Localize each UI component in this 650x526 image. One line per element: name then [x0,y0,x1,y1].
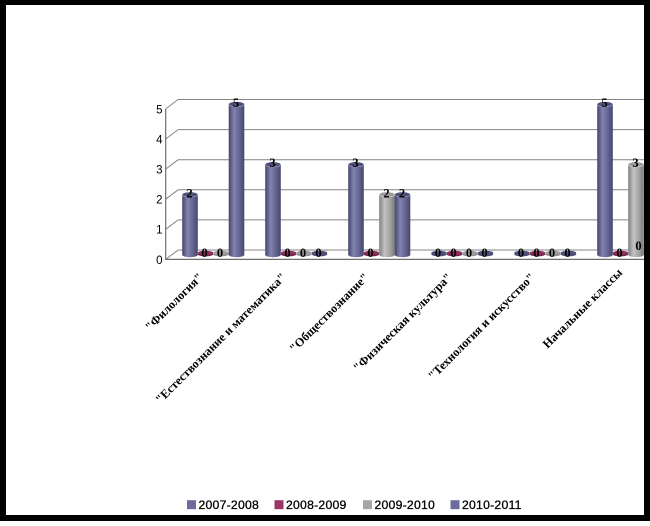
svg-text:0: 0 [564,246,570,260]
svg-text:2007-2008: 2007-2008 [199,498,260,512]
svg-text:0: 0 [217,246,223,260]
svg-text:5: 5 [156,104,162,116]
svg-text:0: 0 [315,246,321,260]
svg-text:2: 2 [186,186,192,200]
svg-text:0: 0 [466,246,472,260]
svg-text:3: 3 [156,165,162,177]
svg-text:0: 0 [549,246,555,260]
svg-text:4: 4 [156,134,163,146]
svg-text:2: 2 [156,195,162,207]
svg-text:0: 0 [450,246,456,260]
svg-text:0: 0 [156,255,162,267]
svg-text:0: 0 [201,246,207,260]
svg-text:3: 3 [352,156,358,170]
svg-text:3: 3 [269,156,275,170]
svg-text:0: 0 [284,246,290,260]
svg-text:2: 2 [399,186,405,200]
svg-text:5: 5 [601,96,607,110]
svg-text:0: 0 [367,246,373,260]
svg-text:0: 0 [435,246,441,260]
svg-text:0: 0 [533,246,539,260]
svg-text:2008-2009: 2008-2009 [286,498,347,512]
svg-text:2010-2011: 2010-2011 [462,498,522,512]
svg-text:2: 2 [383,186,389,200]
svg-text:0: 0 [518,246,524,260]
svg-text:3: 3 [632,156,638,170]
svg-text:0: 0 [481,246,487,260]
svg-text:1: 1 [156,225,162,237]
svg-text:0: 0 [300,246,306,260]
svg-text:0: 0 [616,246,622,260]
svg-text:0: 0 [635,239,641,253]
svg-text:5: 5 [233,96,239,110]
svg-text:2009-2010: 2009-2010 [375,498,436,512]
